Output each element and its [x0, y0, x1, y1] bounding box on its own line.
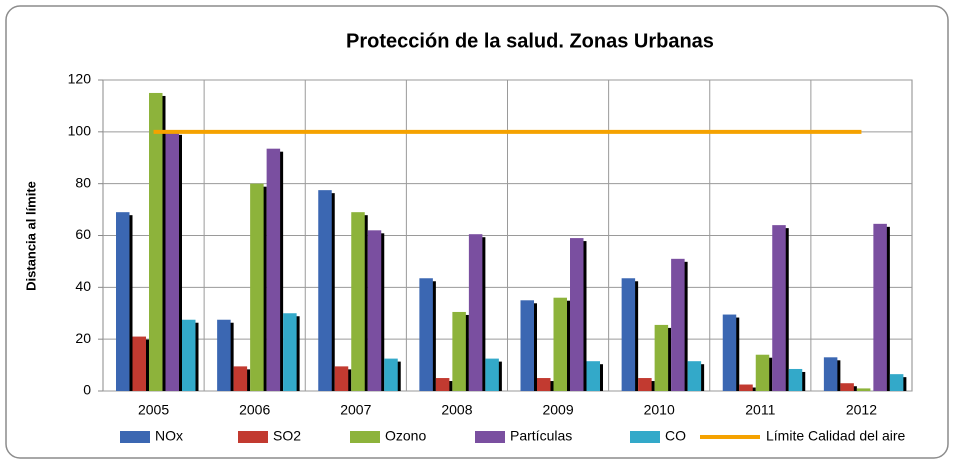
bar: [621, 278, 636, 391]
bar: [367, 230, 382, 391]
y-tick-label: 80: [75, 174, 91, 190]
bar: [452, 311, 466, 391]
x-tick-label: 2012: [846, 402, 877, 418]
bar: [739, 384, 753, 391]
y-tick-label: 100: [68, 123, 92, 139]
legend-label: Partículas: [510, 428, 572, 444]
bar: [823, 357, 838, 391]
y-tick-label: 60: [75, 226, 91, 242]
y-axis-label: Distancia al límite: [23, 181, 38, 291]
x-tick-label: 2009: [542, 402, 573, 418]
bar: [889, 374, 904, 391]
bar: [687, 361, 702, 391]
bar: [217, 319, 231, 391]
bar: [182, 319, 196, 391]
bar: [856, 388, 871, 391]
bar: [671, 258, 685, 391]
bar: [873, 223, 887, 391]
bar: [165, 131, 179, 392]
y-tick-label: 120: [68, 71, 92, 87]
bar: [772, 225, 786, 391]
bar: [233, 366, 248, 391]
y-tick-label: 0: [83, 382, 91, 398]
x-tick-label: 2010: [644, 402, 675, 418]
legend-label: CO: [665, 428, 686, 444]
bar: [537, 378, 551, 391]
legend-swatch: [238, 431, 268, 443]
legend-label: NOx: [155, 428, 183, 444]
bar: [435, 378, 450, 391]
bar: [384, 358, 398, 391]
bar: [132, 336, 146, 391]
bar: [351, 212, 365, 391]
bar: [334, 366, 349, 391]
legend-swatch: [630, 431, 660, 443]
legend-swatch: [475, 431, 505, 443]
x-tick-label: 2011: [745, 402, 775, 418]
bar: [283, 313, 297, 391]
legend-swatch: [120, 431, 150, 443]
legend-label: Límite Calidad del aire: [766, 428, 906, 444]
x-tick-label: 2007: [340, 402, 371, 418]
bar: [553, 297, 567, 391]
bar: [570, 238, 584, 391]
bar: [250, 183, 264, 391]
x-tick-label: 2008: [441, 402, 472, 418]
y-tick-label: 20: [75, 330, 91, 346]
bar: [840, 383, 854, 391]
bar: [755, 354, 770, 391]
bar: [654, 324, 669, 391]
bar: [485, 358, 499, 391]
y-tick-label: 40: [75, 278, 91, 294]
bar: [638, 378, 652, 391]
bar: [116, 212, 130, 391]
x-tick-label: 2005: [138, 402, 169, 418]
bar: [468, 234, 483, 391]
bar: [722, 314, 737, 391]
bar: [586, 361, 600, 391]
bar: [149, 92, 163, 391]
bar: [788, 368, 803, 391]
chart-title: Protección de la salud. Zonas Urbanas: [346, 30, 714, 52]
legend-swatch: [350, 431, 380, 443]
bar: [520, 300, 534, 391]
bar: [266, 148, 281, 391]
bar: [318, 190, 332, 391]
x-tick-label: 2006: [239, 402, 270, 418]
bar: [419, 278, 433, 391]
legend-label: Ozono: [385, 428, 426, 444]
legend-label: SO2: [273, 428, 301, 444]
